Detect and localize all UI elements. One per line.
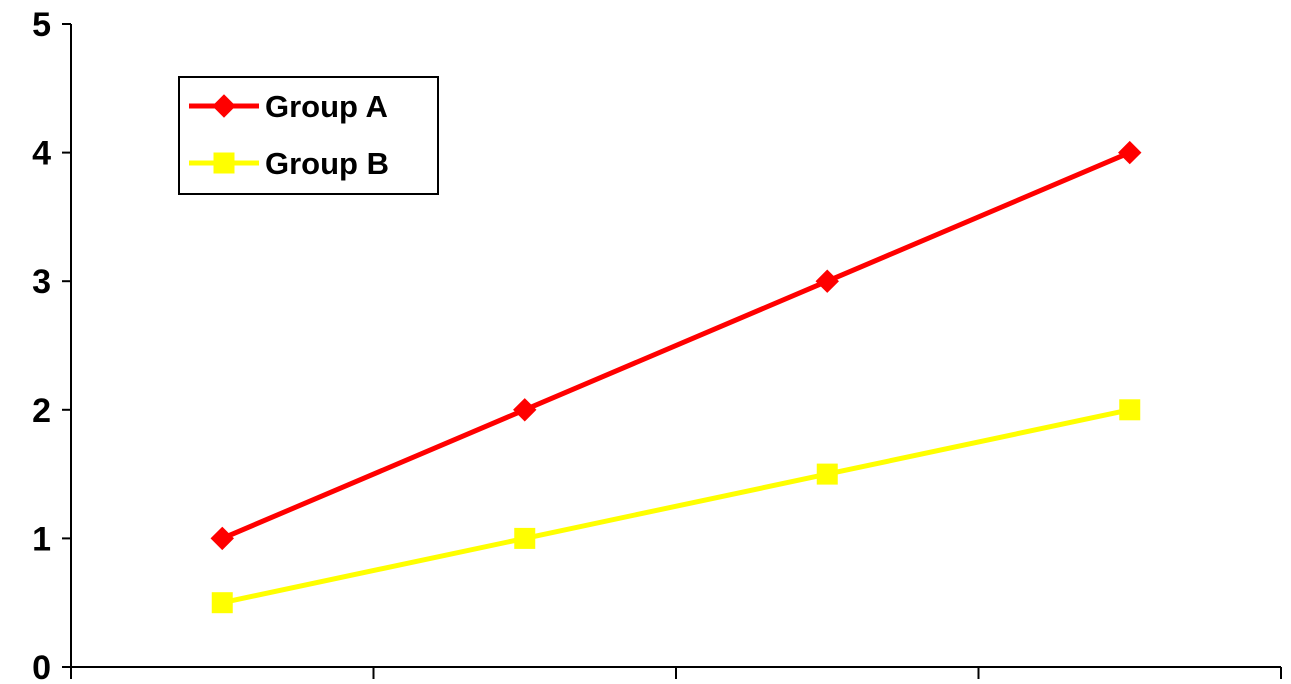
series-line [221,150,1131,541]
legend-swatch-marker [212,94,236,118]
data-point [1118,140,1142,165]
data-point [211,592,233,614]
y-tick-label: 1 [32,520,51,558]
series-line [221,407,1131,606]
legend-entries: Group A Group B [189,89,389,181]
legend-label: Group B [265,146,389,181]
y-tick-label: 3 [32,263,51,301]
legend-swatch-marker [213,152,235,174]
legend-label: Group A [265,89,388,124]
data-point [1119,399,1141,421]
data-point [513,398,537,422]
y-tick-label: 2 [32,392,51,430]
legend: Group A Group B [178,76,439,195]
data-point [816,463,838,485]
series-layer [210,140,1142,614]
series-group [211,399,1141,614]
y-axis-ticks: 0 1 2 3 4 5 [32,6,71,684]
y-tick-label: 4 [32,135,51,173]
data-point [815,269,839,293]
legend-entry: Group B [189,146,389,181]
series-group [210,140,1142,551]
x-axis-ticks [70,667,1282,679]
y-tick-label: 5 [32,6,51,44]
data-point [514,527,536,549]
legend-entry: Group A [189,89,388,124]
y-tick-label: 0 [32,649,51,684]
data-point [210,526,234,551]
